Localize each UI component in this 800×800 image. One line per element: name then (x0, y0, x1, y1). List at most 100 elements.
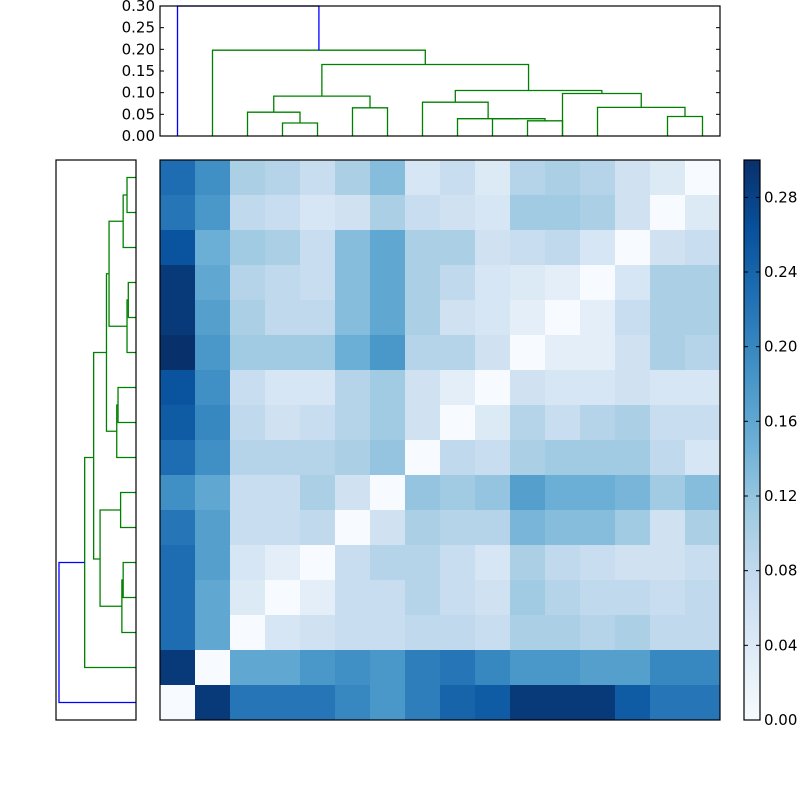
colorbar-frame (743, 159, 761, 721)
heatmap-cell (685, 300, 721, 336)
heatmap-cell (195, 160, 231, 196)
heatmap-cell (440, 195, 476, 231)
heatmap-cell (405, 440, 441, 476)
heatmap-cell (265, 615, 301, 651)
heatmap-cell (335, 685, 371, 721)
heatmap-cell (335, 405, 371, 441)
colorbar-tick-label: 0.28 (764, 188, 797, 206)
heatmap-cell (475, 650, 511, 686)
dendrogram-link (526, 120, 564, 136)
heatmap-cell (195, 230, 231, 266)
heatmap-cell (510, 510, 546, 546)
heatmap-cell (615, 300, 651, 336)
heatmap-cell (160, 685, 196, 721)
heatmap-cell (580, 685, 616, 721)
heatmap-cell (230, 545, 266, 581)
heatmap-cell (650, 475, 686, 511)
heatmap-cell (265, 230, 301, 266)
top-dendrogram: 0.00 0.05 0.10 0.15 0.20 0.25 0.30 (122, 0, 720, 145)
heatmap-cell (685, 160, 721, 196)
heatmap-cell (510, 405, 546, 441)
heatmap-cell (405, 230, 441, 266)
heatmap-cell (510, 335, 546, 371)
heatmap-cell (650, 685, 686, 721)
heatmap-cell (195, 545, 231, 581)
heatmap-cell (230, 475, 266, 511)
heatmap-cell (370, 685, 406, 721)
heatmap-cell (230, 230, 266, 266)
heatmap-cell (300, 545, 336, 581)
heatmap-cell (335, 370, 371, 406)
heatmap-cell (265, 440, 301, 476)
heatmap-cell (475, 545, 511, 581)
heatmap-cell (510, 475, 546, 511)
heatmap-cell (475, 685, 511, 721)
heatmap-cell (545, 335, 581, 371)
heatmap-cell (510, 685, 546, 721)
heatmap-cell (580, 265, 616, 301)
heatmap-cell (405, 335, 441, 371)
heatmap-cell (440, 300, 476, 336)
heatmap-cell (545, 440, 581, 476)
heatmap-cell (230, 265, 266, 301)
heatmap-cell (510, 300, 546, 336)
heatmap-cell (160, 440, 196, 476)
heatmap-cell (440, 440, 476, 476)
heatmap-cell (405, 405, 441, 441)
dendrogram-link (456, 118, 519, 136)
heatmap-cell (545, 160, 581, 196)
heatmap-cell (440, 615, 476, 651)
colorbar-tick-label: 0.00 (764, 711, 797, 729)
heatmap-cell (440, 685, 476, 721)
heatmap-cell (650, 405, 686, 441)
dendrogram-link (273, 95, 371, 113)
top-dendrogram-ytick-label: 0.05 (122, 105, 155, 123)
heatmap-cell (300, 615, 336, 651)
heatmap-cell (370, 440, 406, 476)
heatmap-cell (615, 510, 651, 546)
heatmap-cell (580, 440, 616, 476)
heatmap-cell (230, 300, 266, 336)
heatmap-cell (335, 440, 371, 476)
top-dendrogram-ytick-label: 0.30 (122, 0, 155, 15)
heatmap-cell (475, 510, 511, 546)
colorbar-tick-label: 0.16 (764, 412, 797, 430)
heatmap-cell (510, 615, 546, 651)
heatmap-cell (405, 545, 441, 581)
heatmap-cell (440, 265, 476, 301)
heatmap-cell (265, 545, 301, 581)
heatmap-cell (580, 615, 616, 651)
heatmap-cell (335, 265, 371, 301)
heatmap-cell (510, 440, 546, 476)
heatmap-cell (160, 615, 196, 651)
heatmap-cell (615, 265, 651, 301)
heatmap-cell (475, 440, 511, 476)
heatmap-cell (265, 335, 301, 371)
heatmap-cell (650, 580, 686, 616)
heatmap-cell (650, 440, 686, 476)
heatmap-cell (475, 160, 511, 196)
heatmap-cell (510, 370, 546, 406)
heatmap-cell (265, 265, 301, 301)
heatmap-cell (475, 615, 511, 651)
heatmap-cell (265, 510, 301, 546)
heatmap-cell (615, 230, 651, 266)
heatmap-cell (475, 475, 511, 511)
heatmap-cell (160, 195, 196, 231)
heatmap-cell (195, 510, 231, 546)
heatmap-cell (615, 475, 651, 511)
heatmap-cell (230, 685, 266, 721)
heatmap-cell (160, 300, 196, 336)
heatmap-cell (335, 545, 371, 581)
heatmap-cell (370, 405, 406, 441)
heatmap-cell (405, 370, 441, 406)
heatmap-cell (265, 475, 301, 511)
heatmap-cell (160, 545, 196, 581)
heatmap-cell (195, 265, 231, 301)
heatmap-cell (545, 370, 581, 406)
heatmap-cell (615, 335, 651, 371)
heatmap-cell (405, 475, 441, 511)
heatmap-cell (405, 265, 441, 301)
heatmap-cell (580, 405, 616, 441)
